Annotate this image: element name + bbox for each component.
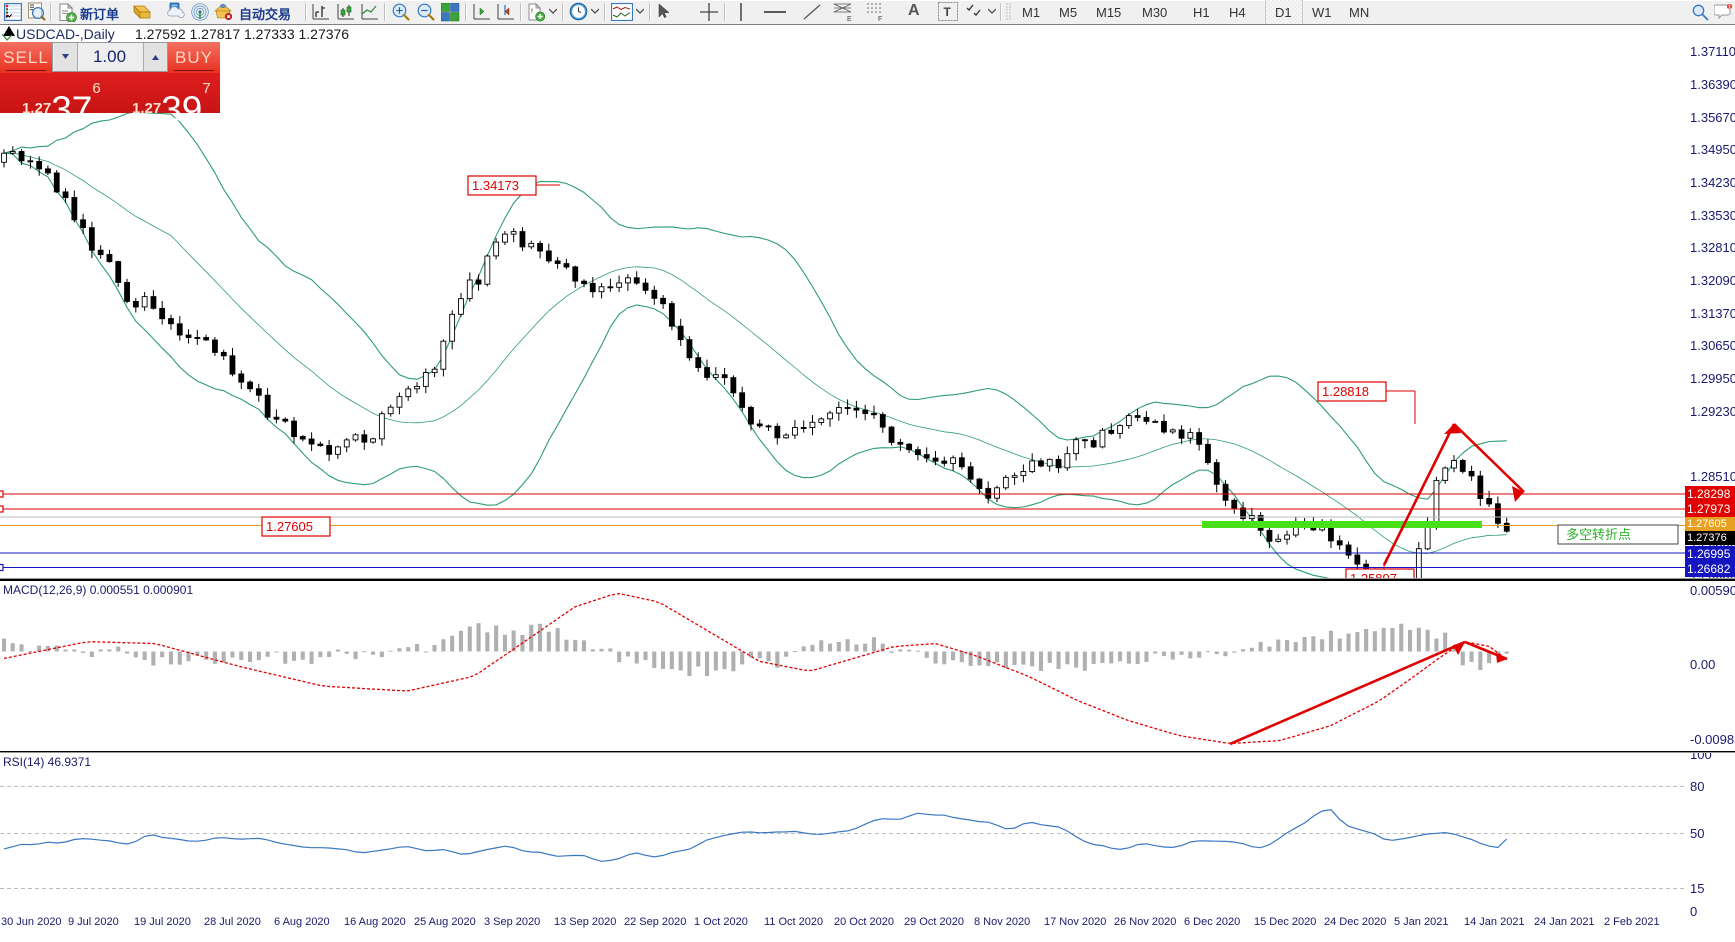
svg-text:1.27605: 1.27605: [266, 519, 313, 534]
svg-text:T: T: [944, 5, 952, 19]
svg-text:F: F: [878, 16, 882, 22]
svg-text:1.25897: 1.25897: [1350, 571, 1397, 578]
svg-text:1: 1: [1728, 4, 1731, 10]
svg-text:1.28818: 1.28818: [1322, 384, 1369, 399]
svg-text:多空转折点: 多空转折点: [1566, 527, 1631, 542]
svg-text:1.34173: 1.34173: [472, 178, 519, 193]
svg-text:E: E: [847, 16, 852, 22]
